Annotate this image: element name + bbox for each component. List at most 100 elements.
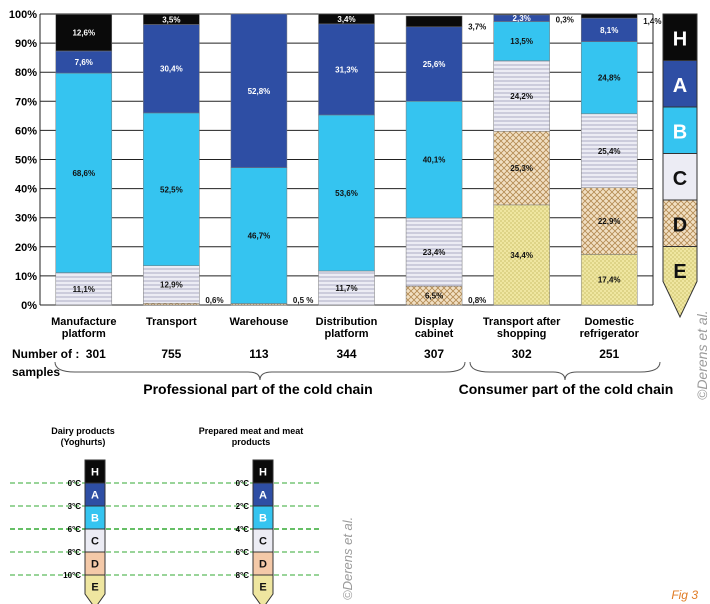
meat-letter: D [259, 559, 267, 571]
sample-count: 307 [424, 347, 444, 361]
data-label: 0,5 % [293, 296, 313, 305]
y-tick-label: 30% [15, 213, 37, 225]
y-tick-label: 40% [15, 184, 37, 196]
bar-segment-h [493, 13, 550, 16]
data-label: 11,1% [73, 285, 95, 294]
category-label: platform [325, 328, 369, 340]
bar-segment-c [143, 265, 200, 304]
y-tick-label: 90% [15, 38, 37, 50]
dairy-temp-label: 8°C [68, 548, 82, 557]
bar-segment-c [405, 217, 463, 287]
dairy-subtitle: (Yoghurts) [61, 437, 106, 447]
bar-segment-b [318, 114, 375, 272]
dairy-swatch-e [84, 574, 106, 604]
data-label: 25,3% [510, 164, 533, 173]
bar-segment-b [580, 41, 638, 115]
data-label: 7,6% [75, 58, 93, 67]
data-label: 25,4% [598, 147, 621, 156]
legend-swatch-d [662, 199, 698, 247]
meat-temp-label: 8°C [236, 571, 250, 580]
bars-layer [55, 13, 638, 306]
data-label: 46,7% [248, 232, 271, 241]
category-label: platform [62, 328, 106, 340]
bar-segment-d [580, 187, 638, 255]
group-brace [469, 361, 661, 381]
data-label: 52,8% [248, 87, 271, 96]
bar-segment-h [143, 14, 200, 25]
bar-segment-h [580, 13, 638, 19]
legend-swatch-c [662, 153, 698, 201]
y-tick-label: 100% [9, 9, 37, 21]
bar-segment-e [580, 254, 638, 306]
data-label: 3,7% [468, 22, 486, 31]
bar-segment-b [143, 112, 200, 266]
dairy-letter: E [91, 582, 98, 594]
data-label: 40,1% [423, 156, 446, 165]
bar-segment-a [143, 24, 200, 114]
dairy-letter: B [91, 513, 99, 525]
data-label: 30,4% [160, 65, 183, 74]
data-label: 52,5% [160, 185, 183, 194]
sample-count: 301 [86, 347, 106, 361]
y-tick-label: 80% [15, 67, 37, 79]
sample-count: 251 [599, 347, 619, 361]
labels-layer: 11,1% 68,6% 7,6% 12,6% 0,6% 12,9% 52,5% 30,4% 3,… [12, 14, 673, 397]
data-label: 53,6% [335, 189, 358, 198]
credit-top: ©Derens et al. [694, 310, 710, 400]
bar-segment-d [143, 303, 200, 306]
sample-count: 344 [336, 347, 356, 361]
bar-segment-a [230, 13, 288, 168]
data-label: 0,8% [468, 296, 486, 305]
group-brace [54, 361, 466, 381]
dairy-temp-label: 0°C [68, 479, 82, 488]
bar-segment-a [318, 23, 375, 116]
data-label: 23,4% [423, 248, 446, 257]
meat-letter: C [259, 536, 267, 548]
data-label: 6,5% [425, 292, 443, 301]
meat-temp-label: 2°C [236, 502, 250, 511]
data-label: 3,5% [162, 15, 180, 24]
meat-letter: E [259, 582, 266, 594]
category-label: Manufacture [51, 316, 116, 328]
dairy-temp-label: 10°C [63, 571, 81, 580]
bar-segment-c [318, 270, 375, 306]
bar-segment-c [55, 272, 113, 306]
group-label-professional: Professional part of the cold chain [143, 381, 372, 397]
data-label: 2,3% [513, 14, 531, 23]
sample-count: 113 [249, 347, 269, 361]
bar-segment-h [405, 15, 463, 28]
dairy-letter: C [91, 536, 99, 548]
data-label: 1,4% [643, 17, 661, 26]
category-label: shopping [497, 328, 547, 340]
legend-letter: H [673, 28, 687, 50]
meat-subtitle: products [232, 437, 271, 447]
meat-letter: A [259, 490, 267, 502]
legend-swatch-e [662, 246, 698, 319]
category-label: Transport after [483, 316, 561, 328]
legend-letter: B [673, 121, 687, 143]
category-label: Warehouse [229, 316, 288, 328]
meat-letter: H [259, 467, 267, 479]
sample-count: 755 [161, 347, 181, 361]
data-label: 11,7% [335, 284, 357, 293]
legend-swatch-a [662, 60, 698, 108]
dairy-temp-label: 3°C [68, 502, 82, 511]
legend-letter: C [673, 168, 687, 190]
data-label: 17,4% [598, 276, 621, 285]
meat-letter: B [259, 513, 267, 525]
y-tick-label: 10% [15, 271, 37, 283]
data-label: 25,6% [423, 60, 446, 69]
data-label: 24,8% [598, 74, 621, 83]
y-tick-label: 0% [21, 300, 37, 312]
legend-layer: H A B C D E [662, 13, 698, 319]
data-label: 12,9% [160, 280, 183, 289]
bar-segment-c [493, 60, 550, 132]
legend-letter: E [673, 261, 686, 283]
data-label: 12,6% [72, 29, 95, 38]
bar-segment-d [493, 131, 550, 206]
bar-segment-e [493, 204, 550, 306]
bar-segment-c [580, 113, 638, 188]
y-tick-label: 20% [15, 242, 37, 254]
data-label: 0,3% [556, 15, 574, 24]
